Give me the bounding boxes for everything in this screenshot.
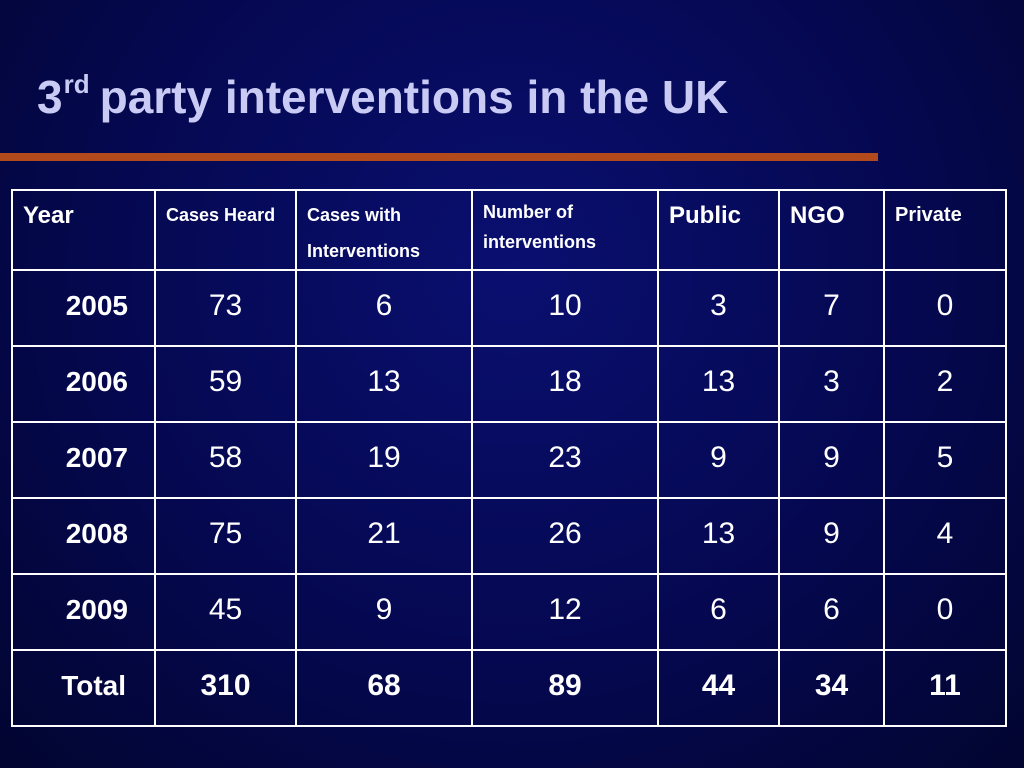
private-cell: 4 bbox=[883, 497, 1007, 575]
year-cell: 2008 bbox=[11, 497, 156, 575]
table-row: 2008 75 21 26 13 9 4 bbox=[11, 497, 1007, 575]
cases-heard-cell: 75 bbox=[154, 497, 297, 575]
public-cell: 6 bbox=[657, 573, 780, 651]
header-private: Private bbox=[883, 189, 1007, 271]
header-cases-heard: Cases Heard bbox=[154, 189, 297, 271]
public-cell: 13 bbox=[657, 497, 780, 575]
table-row: 2009 45 9 12 6 6 0 bbox=[11, 573, 1007, 651]
cases-heard-cell: 58 bbox=[154, 421, 297, 499]
total-row: Total 310 68 89 44 34 11 bbox=[11, 649, 1007, 727]
private-cell: 5 bbox=[883, 421, 1007, 499]
total-ngo-cell: 34 bbox=[778, 649, 885, 727]
cases-heard-cell: 45 bbox=[154, 573, 297, 651]
title-superscript: rd bbox=[63, 69, 90, 99]
slide-title: 3rd party interventions in the UK bbox=[37, 69, 729, 124]
private-cell: 2 bbox=[883, 345, 1007, 423]
header-number-of-interventions: Number of interventions bbox=[471, 189, 659, 271]
number-of-interventions-cell: 18 bbox=[471, 345, 659, 423]
ngo-cell: 9 bbox=[778, 497, 885, 575]
cases-heard-cell: 73 bbox=[154, 269, 297, 347]
header-ngo: NGO bbox=[778, 189, 885, 271]
public-cell: 13 bbox=[657, 345, 780, 423]
table-row: 2007 58 19 23 9 9 5 bbox=[11, 421, 1007, 499]
total-private-cell: 11 bbox=[883, 649, 1007, 727]
number-of-interventions-cell: 26 bbox=[471, 497, 659, 575]
cases-heard-cell: 59 bbox=[154, 345, 297, 423]
interventions-table: Year Cases Heard Cases with Intervention… bbox=[11, 189, 1007, 727]
cases-with-interventions-cell: 6 bbox=[295, 269, 473, 347]
ngo-cell: 3 bbox=[778, 345, 885, 423]
title-rest: party interventions in the UK bbox=[99, 71, 729, 123]
total-public-cell: 44 bbox=[657, 649, 780, 727]
title-number: 3 bbox=[37, 71, 63, 123]
year-cell: 2006 bbox=[11, 345, 156, 423]
cases-with-interventions-cell: 13 bbox=[295, 345, 473, 423]
header-public: Public bbox=[657, 189, 780, 271]
cases-with-interventions-cell: 21 bbox=[295, 497, 473, 575]
cases-with-interventions-cell: 19 bbox=[295, 421, 473, 499]
public-cell: 9 bbox=[657, 421, 780, 499]
header-row: Year Cases Heard Cases with Intervention… bbox=[11, 189, 1007, 271]
total-cases-with-interventions-cell: 68 bbox=[295, 649, 473, 727]
number-of-interventions-cell: 10 bbox=[471, 269, 659, 347]
total-cases-heard-cell: 310 bbox=[154, 649, 297, 727]
total-label-cell: Total bbox=[11, 649, 156, 727]
number-of-interventions-cell: 12 bbox=[471, 573, 659, 651]
table-row: 2005 73 6 10 3 7 0 bbox=[11, 269, 1007, 347]
ngo-cell: 6 bbox=[778, 573, 885, 651]
table-row: 2006 59 13 18 13 3 2 bbox=[11, 345, 1007, 423]
ngo-cell: 9 bbox=[778, 421, 885, 499]
cases-with-interventions-cell: 9 bbox=[295, 573, 473, 651]
ngo-cell: 7 bbox=[778, 269, 885, 347]
number-of-interventions-cell: 23 bbox=[471, 421, 659, 499]
public-cell: 3 bbox=[657, 269, 780, 347]
private-cell: 0 bbox=[883, 573, 1007, 651]
header-year: Year bbox=[11, 189, 156, 271]
private-cell: 0 bbox=[883, 269, 1007, 347]
title-underline-rule bbox=[0, 153, 878, 161]
total-number-of-interventions-cell: 89 bbox=[471, 649, 659, 727]
year-cell: 2007 bbox=[11, 421, 156, 499]
year-cell: 2005 bbox=[11, 269, 156, 347]
header-cases-with-interventions: Cases with Interventions bbox=[295, 189, 473, 271]
year-cell: 2009 bbox=[11, 573, 156, 651]
